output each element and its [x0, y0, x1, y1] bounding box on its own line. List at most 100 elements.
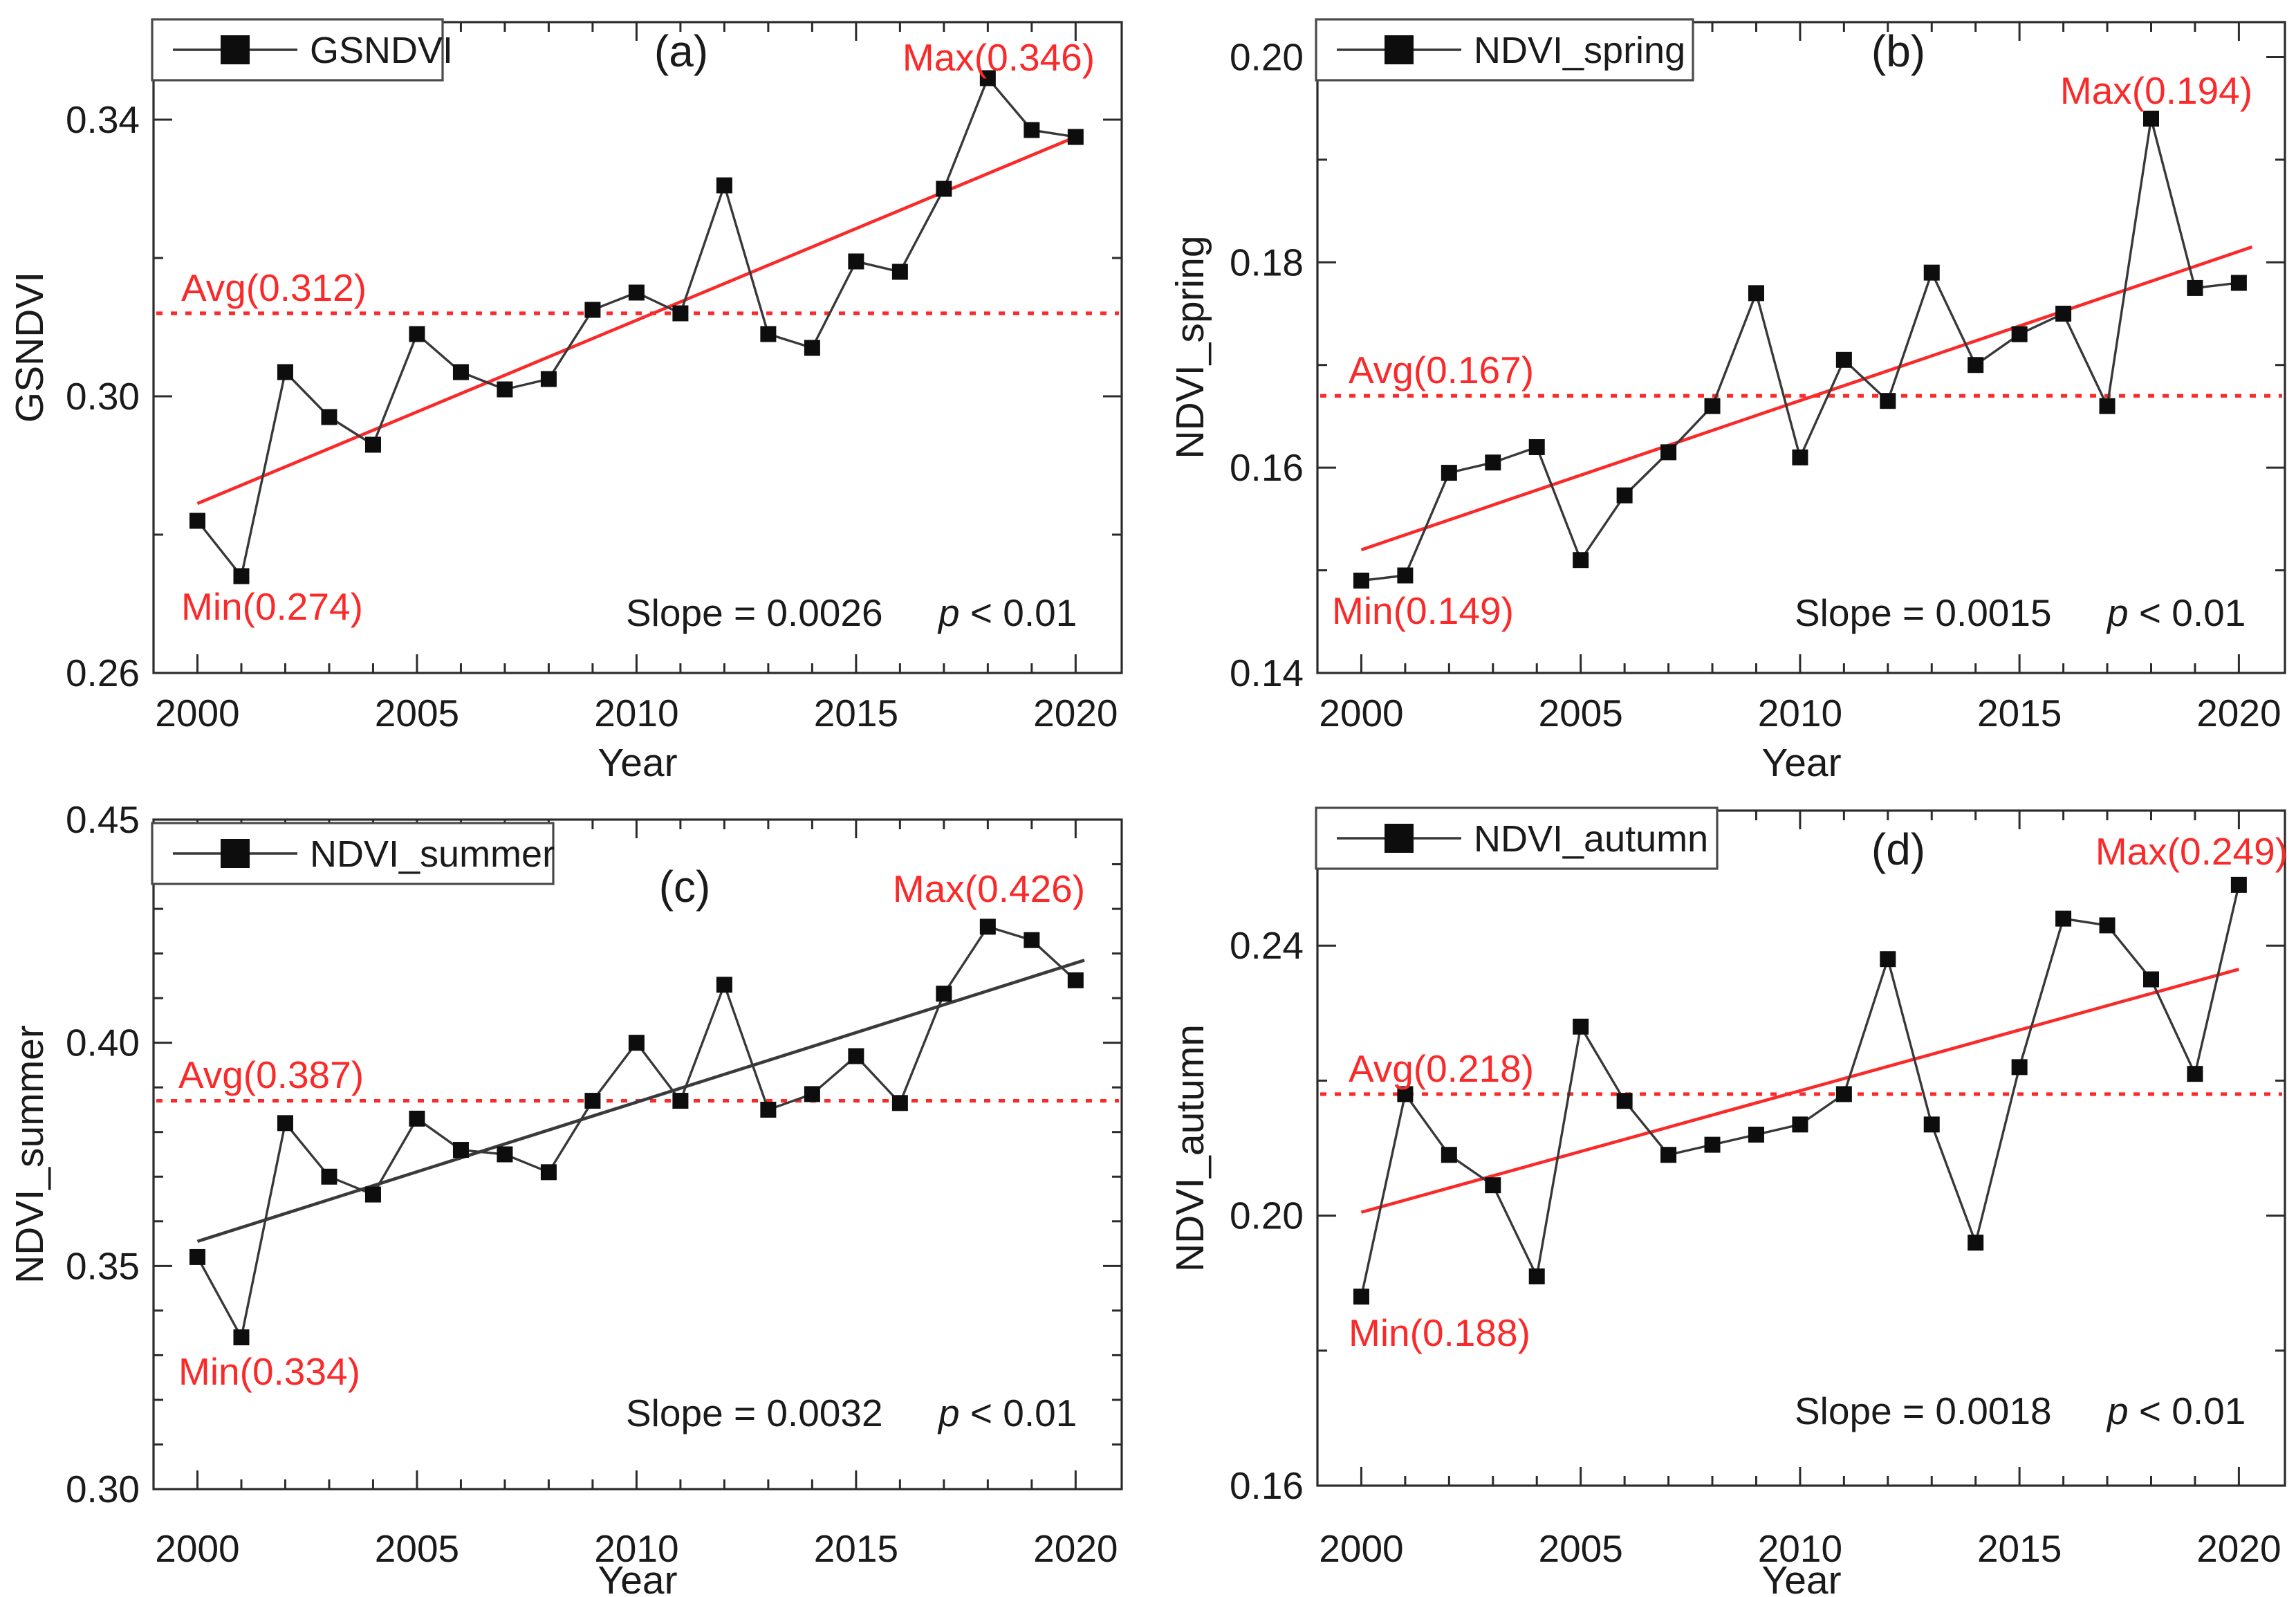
- data-point: [2055, 306, 2072, 322]
- data-point: [1024, 932, 1040, 948]
- data-point: [1616, 487, 1633, 504]
- x-axis-title: Year: [598, 1558, 677, 1597]
- slope-label: Slope = 0.0015: [1795, 591, 2052, 634]
- y-tick-label: 0.30: [66, 1468, 140, 1511]
- y-axis-title: NDVI_summer: [8, 1025, 52, 1284]
- data-point: [1441, 1147, 1457, 1163]
- x-tick-label: 2005: [1539, 692, 1623, 735]
- avg-annotation: Avg(0.387): [178, 1053, 364, 1096]
- trend-line: [196, 959, 1085, 1244]
- data-point: [1024, 122, 1040, 138]
- min-annotation: Min(0.274): [181, 585, 363, 628]
- panel-b-chart: 0.14 0.16 0.18 0.20 2000 2005 2010 2015 2020 Year…: [1168, 18, 2286, 785]
- data-point: [1880, 951, 1896, 968]
- y-axis-title: NDVI_spring: [1168, 235, 1212, 459]
- data-point: [1923, 264, 1940, 281]
- data-point: [277, 1115, 293, 1132]
- plot-frame: [152, 21, 1123, 674]
- y-tick-label: 0.30: [66, 375, 140, 418]
- x-axis-title: Year: [1761, 1558, 1841, 1597]
- data-point: [364, 436, 381, 453]
- slope-label: Slope = 0.0026: [626, 591, 883, 634]
- data-point: [1704, 1136, 1721, 1153]
- plot-frame: [152, 818, 1123, 1490]
- y-axis-title: GSNDVI: [8, 272, 52, 423]
- min-annotation: Min(0.149): [1332, 589, 1514, 632]
- legend-marker: [221, 839, 250, 868]
- data-point: [2142, 111, 2159, 127]
- panel-a-chart: 0.26 0.30 0.34 2000 2005 2010 2015 2020 Year GSND…: [8, 18, 1123, 785]
- y-tick-label: 0.16: [1230, 1464, 1304, 1507]
- legend-marker: [1385, 35, 1414, 64]
- data-point: [1660, 444, 1677, 461]
- data-point: [936, 986, 952, 1002]
- data-point: [1880, 393, 1896, 409]
- data-point: [1968, 357, 1984, 373]
- data-point: [2230, 275, 2247, 291]
- data-point: [760, 1101, 777, 1118]
- data-point: [1573, 552, 1589, 569]
- data-point: [540, 371, 557, 387]
- data-point: [716, 977, 732, 993]
- x-tick-label: 2010: [1758, 1527, 1842, 1570]
- x-tick-label: 2005: [375, 692, 459, 735]
- data-point: [628, 284, 645, 301]
- y-tick-label: 0.20: [1230, 1194, 1304, 1237]
- data-point: [1397, 567, 1414, 584]
- x-tick-label: 2000: [1319, 1527, 1403, 1570]
- data-point: [672, 305, 689, 322]
- data-point: [2230, 876, 2247, 893]
- data-point: [584, 1093, 601, 1109]
- data-point: [1660, 1147, 1677, 1163]
- min-annotation: Min(0.334): [178, 1350, 360, 1393]
- legend-label: NDVI_summer: [310, 833, 555, 875]
- data-point: [1067, 129, 1084, 145]
- legend-label: GSNDVI: [310, 30, 453, 71]
- p-value-label: p < 0.01: [937, 591, 1077, 634]
- data-point: [233, 1329, 250, 1346]
- legend-label: NDVI_spring: [1474, 30, 1685, 71]
- y-tick-label: 0.20: [1230, 35, 1304, 78]
- x-tick-label: 2015: [814, 692, 898, 735]
- data-point: [804, 340, 820, 356]
- x-tick-label: 2010: [594, 1527, 678, 1570]
- y-ticks: [154, 118, 1122, 674]
- avg-annotation: Avg(0.312): [181, 266, 367, 309]
- slope-label: Slope = 0.0032: [626, 1392, 883, 1434]
- panel-letter: (b): [1871, 26, 1925, 76]
- trend-line: [196, 135, 1077, 506]
- x-ticks: [196, 22, 1077, 673]
- data-point: [979, 918, 996, 935]
- p-value-label: p < 0.01: [937, 1392, 1077, 1434]
- x-tick-label: 2005: [375, 1527, 459, 1570]
- plot-frame: [1316, 21, 2286, 674]
- data-point: [584, 302, 601, 318]
- data-point: [628, 1035, 645, 1051]
- p-value-label: p < 0.01: [2106, 1390, 2246, 1432]
- max-annotation: Max(0.346): [902, 36, 1095, 79]
- data-point: [1835, 1086, 1852, 1102]
- data-point: [233, 568, 250, 584]
- panel-c-chart: 0.30 0.35 0.40 0.45 2000 2005 2010 2015 2020 Year…: [8, 798, 1123, 1597]
- data-point: [497, 1146, 513, 1163]
- data-points: [1353, 111, 2247, 589]
- data-point: [1397, 1086, 1414, 1102]
- x-axis-title: Year: [1761, 741, 1841, 785]
- data-point: [2142, 971, 2159, 988]
- legend: GSNDVI: [151, 18, 453, 82]
- trend-line: [1360, 245, 2253, 552]
- legend: NDVI_spring: [1315, 18, 1694, 82]
- legend: NDVI_summer: [151, 822, 555, 885]
- avg-annotation: Avg(0.218): [1349, 1047, 1534, 1090]
- y-tick-label: 0.40: [66, 1022, 140, 1064]
- data-point: [409, 326, 425, 342]
- data-point: [1835, 351, 1852, 368]
- data-series-line: [196, 75, 1076, 579]
- legend-marker: [1385, 824, 1414, 853]
- data-point: [2011, 326, 2028, 342]
- panel-letter: (d): [1871, 824, 1925, 874]
- data-point: [760, 326, 777, 342]
- panel-letter: (c): [659, 862, 711, 912]
- data-point: [2187, 1066, 2203, 1082]
